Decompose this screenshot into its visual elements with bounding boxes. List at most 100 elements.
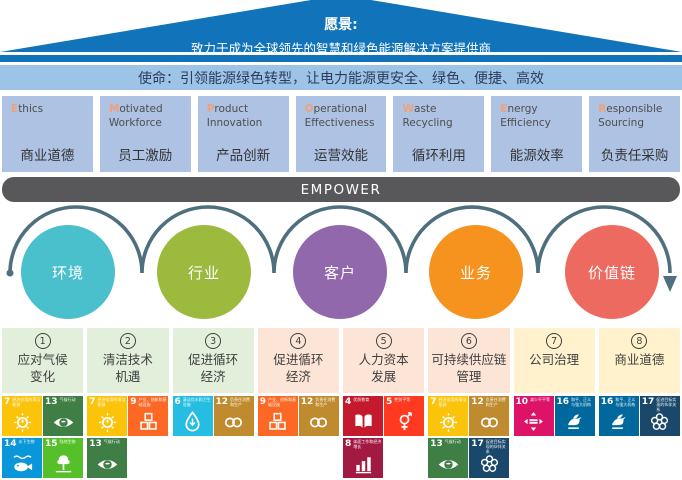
sdg-title: 经济适用的清洁能源 xyxy=(12,397,41,407)
pillar-initial-letter: W xyxy=(402,103,415,115)
pillar-initial-letter: E xyxy=(500,103,508,115)
sdg-group: 7 经济适用的清洁能源 13 气候行动 14 水下生物 15 xyxy=(2,396,83,478)
sdg-title: 负责任消费和生产 xyxy=(230,397,251,407)
stakeholder-label: 业务 xyxy=(459,263,492,282)
pillar-card: Responsible Sourcing 负责任采购 xyxy=(589,96,681,172)
sdg-group: 6 清洁饮水和卫生设施 12 负责任消费和生产 xyxy=(172,396,254,478)
issue-label: 清洁技术 机遇 xyxy=(102,352,153,384)
mission-text: 使命：引领能源绿色转型，让电力能源更安全、绿色、便捷、高效 xyxy=(138,70,544,87)
sdg-group: 7 经济适用的清洁能源 12 负责任消费和生产 13 气候行动 17 xyxy=(428,396,510,478)
sdg-number: 12 xyxy=(471,397,484,407)
pillar-zh-label: 循环利用 xyxy=(411,148,466,164)
sdg-icon: 17 促进目标实现的伙伴关系 xyxy=(639,396,680,436)
stakeholder-circles-row: 环境 行业 客户 业务 价值链 xyxy=(21,225,659,319)
sdg-header: 12 负责任消费和生产 xyxy=(299,396,339,409)
sdg-number: 4 xyxy=(345,397,352,407)
pillar-zh-label: 产品创新 xyxy=(216,148,271,164)
issue-label: 促进循环 经济 xyxy=(273,352,324,384)
issue-number: 4 xyxy=(290,333,307,349)
sdg-icon: 13 气候行动 xyxy=(43,396,83,436)
pillar-zh-label: 商业道德 xyxy=(20,148,75,164)
sdg-group: 7 经济适用的清洁能源 9 产业、创新和基础设施 13 气候行动 xyxy=(87,396,169,478)
sdg-header: 9 产业、创新和基础设施 xyxy=(128,396,168,409)
sdg-title: 产业、创新和基础设施 xyxy=(268,397,297,407)
issue-label: 促进循环 经济 xyxy=(188,352,239,384)
sdg-glyph-icon xyxy=(13,413,31,432)
sdg-glyph-icon xyxy=(224,417,243,428)
issue-label: 可持续供应链 管理 xyxy=(431,352,507,384)
sdg-groups-row: 7 经济适用的清洁能源 13 气候行动 14 水下生物 15 xyxy=(2,396,680,478)
issue-number: 1 xyxy=(34,333,51,349)
sdg-header: 12 负责任消费和生产 xyxy=(469,396,509,409)
roof-triangle xyxy=(0,0,682,52)
pillar-initial-letter: O xyxy=(304,103,314,115)
sdg-title: 体面工作和经济增长 xyxy=(353,439,382,449)
sdg-glyph-icon xyxy=(355,457,371,474)
sdg-icon: 6 清洁饮水和卫生设施 xyxy=(172,396,213,436)
pillar-card: Operational Effectiveness 运营效能 xyxy=(295,96,387,172)
sdg-icon: 7 经济适用的清洁能源 xyxy=(428,396,469,436)
stakeholder-circle: 客户 xyxy=(293,225,387,319)
stakeholder-journey: 环境 行业 客户 业务 价值链 xyxy=(0,205,682,320)
stakeholder-circle: 行业 xyxy=(157,225,251,319)
sdg-icon: 12 负责任消费和生产 xyxy=(213,396,254,436)
pillar-en-label: Energy Efficiency xyxy=(500,103,551,129)
pillar-initial-letter: E xyxy=(11,103,19,115)
arrow-down-icon xyxy=(663,276,677,292)
issue-number: 7 xyxy=(546,333,563,349)
sdg-number: 17 xyxy=(641,397,655,407)
sdg-glyph-icon xyxy=(480,455,498,472)
issue-number: 8 xyxy=(631,333,648,349)
sdg-glyph-icon xyxy=(568,414,582,430)
sdg-title: 和平、正义与强大机构 xyxy=(571,397,592,407)
sdg-glyph-icon xyxy=(524,412,543,431)
pillar-zh-label: 负责任采购 xyxy=(600,148,669,164)
sdg-header: 13 气候行动 xyxy=(428,438,468,451)
sdg-header: 5 性别平等 xyxy=(384,396,424,409)
sdg-header: 13 气候行动 xyxy=(87,438,127,451)
issue-label: 公司治理 xyxy=(529,352,580,367)
sdg-title: 气候行动 xyxy=(59,397,76,402)
sdg-header: 17 促进目标实现的伙伴关系 xyxy=(469,438,509,454)
sdg-title: 促进目标实现的伙伴关系 xyxy=(656,397,677,412)
sdg-header: 12 负责任消费和生产 xyxy=(214,396,254,409)
sdg-number: 7 xyxy=(4,397,11,407)
pillar-card: Waste Recycling 循环利用 xyxy=(393,96,485,172)
sdg-header: 15 陆地生物 xyxy=(43,438,83,451)
sdg-glyph-icon xyxy=(12,455,32,472)
sdg-number: 12 xyxy=(300,397,314,407)
stakeholder-circle: 环境 xyxy=(21,225,115,319)
issue-number: 2 xyxy=(119,333,136,349)
pillar-en-label: Motivated Workforce xyxy=(108,103,163,129)
stakeholder-circle: 价值链 xyxy=(565,225,659,319)
sdg-glyph-icon xyxy=(439,413,457,432)
pillar-zh-label: 员工激励 xyxy=(118,148,173,164)
stakeholder-circle: 业务 xyxy=(429,225,523,319)
sdg-icon: 7 经济适用的清洁能源 xyxy=(2,396,42,436)
empower-pillars-row: Ethics 商业道德 Motivated Workforce 员工激励 Prod… xyxy=(2,96,681,172)
start-dot-icon xyxy=(6,269,14,277)
issue-label: 应对气候 变化 xyxy=(17,352,68,384)
sdg-header: 8 体面工作和经济增长 xyxy=(343,438,383,451)
vision-roof-shape xyxy=(0,0,682,62)
sdg-glyph-icon xyxy=(98,413,116,432)
vision-block: 愿景: 致力于成为全球领先的智慧和绿色能源解决方案提供商 xyxy=(0,17,682,57)
sdg-title: 经济适用的清洁能源 xyxy=(97,397,126,407)
sdg-title: 减少不平等 xyxy=(530,397,551,402)
sdg-title: 和平、正义与强大机构 xyxy=(615,397,636,407)
sdg-number: 9 xyxy=(259,397,267,407)
sdg-title: 气候行动 xyxy=(103,439,120,444)
sdg-title: 气候行动 xyxy=(444,439,461,444)
issue-number: 5 xyxy=(375,333,392,349)
sdg-glyph-icon xyxy=(55,455,71,473)
issue-number: 6 xyxy=(460,333,477,349)
pillar-en-label: Operational Effectiveness xyxy=(304,103,375,129)
sdg-header: 10 减少不平等 xyxy=(514,396,554,409)
pillar-initial-letter: M xyxy=(108,103,120,115)
sdg-title: 优质教育 xyxy=(353,397,370,402)
sdg-header: 9 产业、创新和基础设施 xyxy=(258,396,298,409)
sdg-group: 4 优质教育 5 性别平等 8 体面工作和经济增长 xyxy=(343,396,424,478)
sdg-number: 17 xyxy=(471,439,484,449)
sdg-header: 16 和平、正义与强大机构 xyxy=(555,396,595,409)
stakeholder-label: 客户 xyxy=(323,263,356,282)
